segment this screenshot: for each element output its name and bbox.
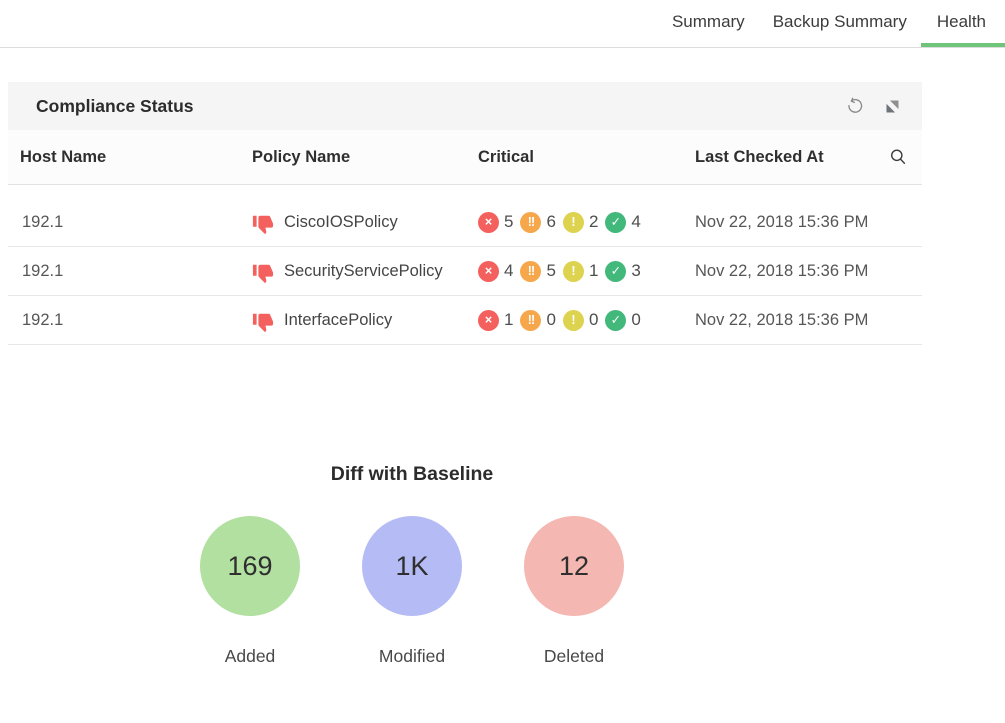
search-icon[interactable]	[888, 147, 908, 167]
warning-count: 5	[546, 261, 556, 280]
added-bubble[interactable]: 169	[200, 516, 300, 616]
policy-cell[interactable]: CiscoIOSPolicy	[252, 211, 478, 235]
diff-item-modified: 1K Modified	[362, 516, 462, 667]
compliance-panel-header: Compliance Status	[8, 82, 922, 130]
last-checked-at: Nov 22, 2018 15:36 PM	[695, 310, 869, 329]
ok-icon: ✓	[605, 309, 627, 331]
panel-title: Compliance Status	[36, 95, 194, 116]
policy-cell[interactable]: SecurityServicePolicy	[252, 260, 478, 284]
policy-cell[interactable]: InterfacePolicy	[252, 309, 478, 333]
error-count: 1	[504, 310, 514, 329]
col-header-host-name[interactable]: Host Name	[20, 147, 107, 166]
minor-icon: !	[562, 309, 584, 331]
col-header-last-checked[interactable]: Last Checked At	[695, 147, 824, 166]
ok-icon: ✓	[605, 211, 627, 233]
minor-count: 1	[588, 261, 599, 280]
table-row: 192.1 SecurityServicePolicy × 4 !! 5 ! 1…	[8, 247, 922, 296]
error-icon: ×	[478, 309, 499, 331]
host-name[interactable]: 192.1	[22, 261, 64, 280]
warning-count: 6	[546, 212, 556, 231]
ok-count: 0	[631, 310, 641, 329]
warning-count: 0	[546, 310, 556, 329]
modified-bubble[interactable]: 1K	[362, 516, 462, 616]
col-header-policy-name[interactable]: Policy Name	[252, 147, 351, 166]
host-name[interactable]: 192.1	[22, 310, 64, 329]
last-checked-at: Nov 22, 2018 15:36 PM	[695, 261, 869, 280]
minor-icon: !	[562, 211, 584, 233]
minor-icon: !	[562, 260, 584, 282]
tab-health[interactable]: Health	[920, 0, 1005, 47]
error-icon: ×	[478, 211, 499, 233]
added-label: Added	[224, 646, 276, 666]
critical-cell: × 5 !! 6 ! 2 ✓ 4	[478, 211, 695, 233]
refresh-icon[interactable]	[845, 97, 863, 115]
diff-title: Diff with Baseline	[330, 463, 494, 485]
error-count: 4	[504, 261, 514, 280]
policy-name: SecurityServicePolicy	[284, 261, 443, 280]
deleted-bubble[interactable]: 12	[524, 516, 624, 616]
thumbs-down-icon	[252, 213, 274, 235]
thumbs-down-icon	[252, 262, 274, 284]
top-nav: Summary Backup Summary Health	[0, 0, 1005, 48]
table-row: 192.1 CiscoIOSPolicy × 5 !! 6 ! 2 ✓ 4 No…	[8, 198, 922, 247]
modified-label: Modified	[378, 646, 446, 666]
warning-icon: !!	[520, 309, 542, 331]
policy-name: CiscoIOSPolicy	[284, 212, 398, 231]
minor-count: 2	[588, 212, 599, 231]
diff-item-deleted: 12 Deleted	[524, 516, 624, 667]
compliance-status-panel: Compliance Status Host Name Policy Name …	[8, 82, 922, 345]
error-count: 5	[504, 212, 514, 231]
ok-count: 3	[631, 261, 641, 280]
diff-item-added: 169 Added	[200, 516, 300, 667]
expand-icon[interactable]	[885, 99, 900, 114]
panel-header-icons	[845, 97, 900, 115]
host-name[interactable]: 192.1	[22, 212, 64, 231]
diff-bubbles: 169 Added 1K Modified 12 Deleted	[200, 516, 624, 667]
diff-with-baseline-section: Diff with Baseline 169 Added 1K Modified…	[200, 463, 624, 667]
minor-count: 0	[588, 310, 599, 329]
deleted-label: Deleted	[543, 646, 605, 666]
ok-count: 4	[631, 212, 641, 231]
table-body: 192.1 CiscoIOSPolicy × 5 !! 6 ! 2 ✓ 4 No…	[8, 185, 922, 345]
critical-cell: × 4 !! 5 ! 1 ✓ 3	[478, 260, 695, 282]
last-checked-at: Nov 22, 2018 15:36 PM	[695, 212, 869, 231]
warning-icon: !!	[520, 260, 542, 282]
critical-cell: × 1 !! 0 ! 0 ✓ 0	[478, 309, 695, 331]
table-header-row: Host Name Policy Name Critical Last Chec…	[8, 130, 922, 185]
error-icon: ×	[478, 260, 499, 282]
tab-backup-summary[interactable]: Backup Summary	[772, 11, 907, 31]
col-header-critical[interactable]: Critical	[478, 147, 534, 166]
thumbs-down-icon	[252, 311, 274, 333]
table-row: 192.1 InterfacePolicy × 1 !! 0 ! 0 ✓ 0 N…	[8, 296, 922, 345]
warning-icon: !!	[520, 211, 542, 233]
tab-summary[interactable]: Summary	[671, 11, 745, 31]
policy-name: InterfacePolicy	[284, 310, 393, 329]
ok-icon: ✓	[605, 260, 627, 282]
